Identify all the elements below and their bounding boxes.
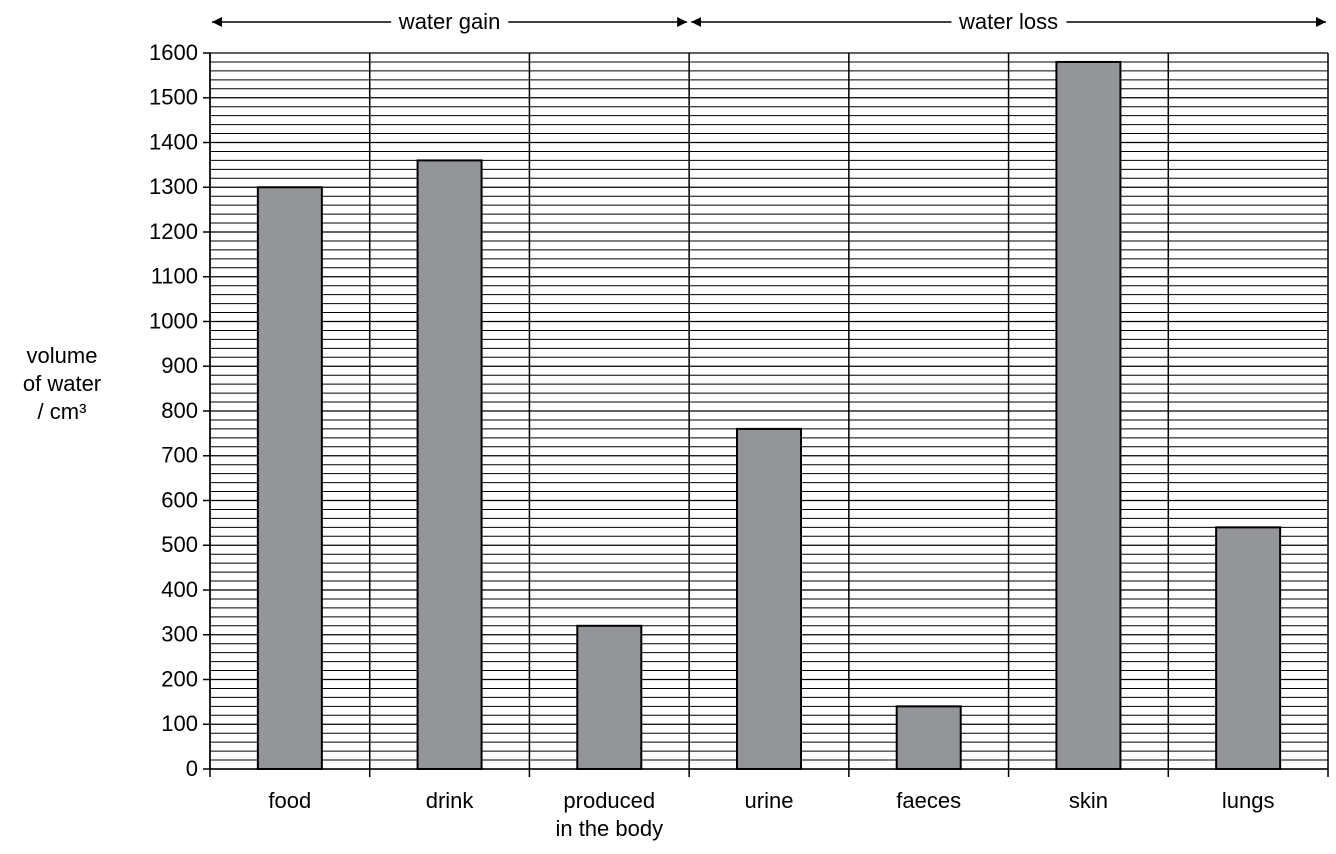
- y-tick-label: 1500: [149, 85, 198, 110]
- y-tick-label: 500: [161, 532, 198, 557]
- y-tick-label: 700: [161, 443, 198, 468]
- x-tick-label: lungs: [1221, 788, 1275, 813]
- x-tick-label: drink: [425, 788, 474, 813]
- y-tick-label: 1400: [149, 129, 198, 154]
- y-tick-label: 900: [161, 353, 198, 378]
- bar: [1055, 60, 1122, 770]
- y-tick-label: 300: [161, 622, 198, 647]
- x-tick-label: skin: [1068, 788, 1108, 813]
- bar: [416, 159, 483, 770]
- y-tick-label: 100: [161, 711, 198, 736]
- y-tick-label: 600: [161, 487, 198, 512]
- x-tick-label: urine: [744, 788, 794, 813]
- y-tick-label: 800: [161, 398, 198, 423]
- y-tick-label: 1600: [149, 40, 198, 65]
- y-tick-label: 1300: [149, 174, 198, 199]
- y-tick-label: 200: [161, 666, 198, 691]
- x-tick-label: food: [268, 788, 312, 813]
- y-tick-label: 1100: [151, 264, 198, 289]
- y-tick-label: 400: [161, 577, 198, 602]
- bar: [1215, 526, 1282, 770]
- bar: [895, 705, 962, 770]
- group-label: water gain: [390, 9, 509, 35]
- y-tick-label: 1000: [149, 308, 198, 333]
- x-tick-label: produced in the body: [555, 788, 664, 841]
- y-tick-label: 1200: [149, 219, 198, 244]
- bar: [256, 186, 323, 770]
- group-label: water loss: [951, 9, 1067, 35]
- y-axis-label: volume of water / cm³: [22, 343, 102, 424]
- bar: [736, 427, 802, 770]
- y-tick-label: 0: [186, 756, 198, 781]
- x-tick-label: faeces: [896, 788, 962, 813]
- bar: [576, 624, 643, 770]
